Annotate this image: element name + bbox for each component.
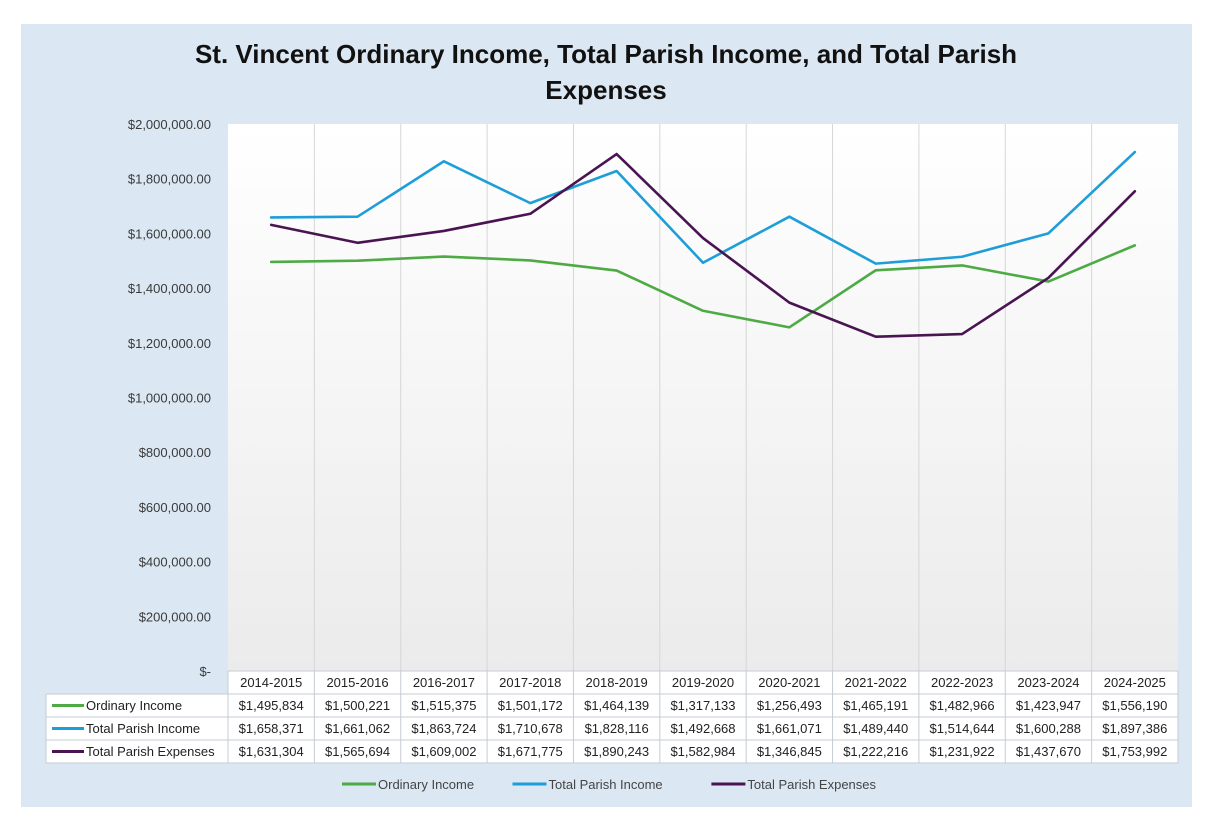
chart-title: St. Vincent Ordinary Income, Total Paris… [141,36,1071,108]
y-tick-label: $1,800,000.00 [128,172,211,187]
table-header-bg [228,671,1178,694]
y-tick-label: $1,600,000.00 [128,226,211,241]
data-label: $1,500,221 [325,698,390,713]
data-label: $1,346,845 [757,744,822,759]
table-series-name: Total Parish Income [86,721,200,736]
legend-label: Ordinary Income [378,777,474,792]
x-tick-label: 2018-2019 [586,675,648,690]
data-label: $1,231,922 [930,744,995,759]
data-label: $1,753,992 [1102,744,1167,759]
series-line [269,244,1137,329]
legend: Ordinary Income Total Parish Income Total … [342,777,877,792]
data-label: $1,710,678 [498,721,563,736]
data-label: $1,437,670 [1016,744,1081,759]
table-body-bg [46,694,1178,763]
x-tick-label: 2015-2016 [326,675,388,690]
x-tick-label: 2019-2020 [672,675,734,690]
data-label: $1,222,216 [843,744,908,759]
data-label: $1,464,139 [584,698,649,713]
data-label: $1,495,834 [239,698,304,713]
x-tick-label: 2022-2023 [931,675,993,690]
y-tick-label: $- [199,664,211,679]
data-label: $1,609,002 [411,744,476,759]
x-tick-label: 2016-2017 [413,675,475,690]
x-tick-label: 2021-2022 [845,675,907,690]
data-label: $1,492,668 [670,721,735,736]
data-table: 2014-2015 2015-2016 2016-2017 2017-2018 2018… [45,670,1179,764]
chart-title-line-1: St. Vincent Ordinary Income, Total Paris… [194,39,1018,69]
data-label: $1,600,288 [1016,721,1081,736]
x-tick-label: 2023-2024 [1017,675,1079,690]
data-label: $1,317,133 [670,698,735,713]
data-label: $1,556,190 [1102,698,1167,713]
y-axis: $2,000,000.00 $1,800,000.00 $1,600,000.00 $… [128,117,211,679]
data-label: $1,423,947 [1016,698,1081,713]
data-label: $1,828,116 [585,721,649,736]
chart-area: St. Vincent Ordinary Income, Total Paris… [21,24,1192,807]
y-tick-label: $1,400,000.00 [128,281,211,296]
data-label: $1,661,062 [325,721,390,736]
data-label: $1,863,724 [411,721,476,736]
x-tick-label: 2017-2018 [499,675,561,690]
data-label: $1,631,304 [239,744,304,759]
series-lines [269,150,1137,339]
data-label: $1,582,984 [670,744,735,759]
y-tick-label: $600,000.00 [139,500,211,515]
y-tick-label: $1,200,000.00 [128,336,211,351]
y-tick-label: $1,000,000.00 [128,391,211,406]
plot-area [228,124,1178,671]
x-tick-label: 2014-2015 [240,675,302,690]
table-series-name: Ordinary Income [86,698,182,713]
y-tick-label: $200,000.00 [139,609,211,624]
chart-title-line-2: Expenses [545,75,667,105]
data-label: $1,565,694 [325,744,390,759]
data-label: $1,661,071 [757,721,822,736]
series-line [269,152,1137,339]
data-label: $1,256,493 [757,698,822,713]
data-label: $1,890,243 [584,744,649,759]
line-chart: $2,000,000.00 $1,800,000.00 $1,600,000.00 $… [45,117,1179,792]
y-tick-label: $400,000.00 [139,555,211,570]
data-label: $1,501,172 [498,698,563,713]
x-tick-label: 2024-2025 [1104,675,1166,690]
data-label: $1,897,386 [1102,721,1167,736]
data-label: $1,482,966 [930,698,995,713]
data-label: $1,465,191 [843,698,908,713]
data-label: $1,658,371 [239,721,304,736]
data-label: $1,489,440 [843,721,908,736]
y-tick-label: $2,000,000.00 [128,117,211,132]
data-label: $1,514,644 [930,721,995,736]
series-line [269,150,1137,265]
legend-label: Total Parish Expenses [747,777,876,792]
table-series-name: Total Parish Expenses [86,744,215,759]
data-label: $1,671,775 [498,744,563,759]
legend-label: Total Parish Income [549,777,663,792]
y-tick-label: $800,000.00 [139,445,211,460]
data-label: $1,515,375 [411,698,476,713]
x-tick-label: 2020-2021 [758,675,820,690]
